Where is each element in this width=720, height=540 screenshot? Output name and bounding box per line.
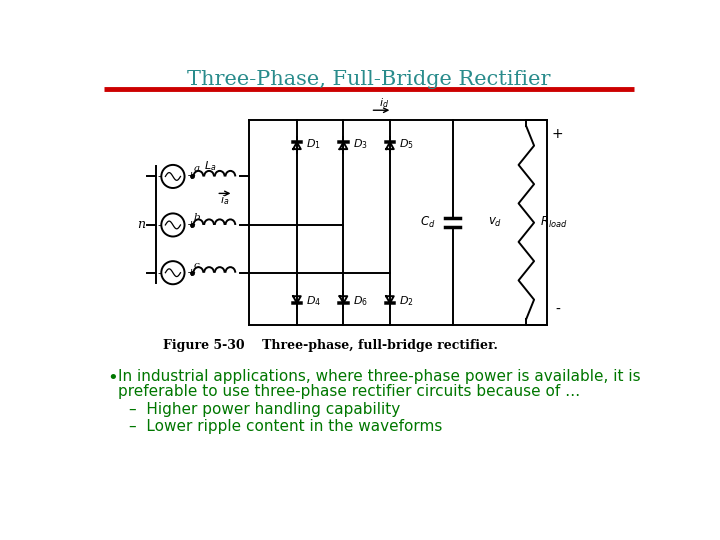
Text: $C_d$: $C_d$ <box>420 215 436 230</box>
Text: $D_1$: $D_1$ <box>306 137 321 151</box>
Text: +: + <box>187 220 197 230</box>
Text: $D_2$: $D_2$ <box>399 294 414 308</box>
Text: $D_4$: $D_4$ <box>306 294 321 308</box>
Text: +: + <box>552 127 563 141</box>
Text: -: - <box>158 172 161 181</box>
Text: •: • <box>107 369 118 387</box>
Text: In industrial applications, where three-phase power is available, it is: In industrial applications, where three-… <box>118 369 641 384</box>
Text: Figure 5-30    Three-phase, full-bridge rectifier.: Figure 5-30 Three-phase, full-bridge rec… <box>163 339 498 353</box>
Text: preferable to use three-phase rectifier circuits because of …: preferable to use three-phase rectifier … <box>118 384 580 400</box>
Text: $D_6$: $D_6$ <box>353 294 368 308</box>
Text: -: - <box>158 268 161 278</box>
Text: $i_d$: $i_d$ <box>379 97 389 110</box>
Text: n: n <box>137 219 145 232</box>
Text: Three-Phase, Full-Bridge Rectifier: Three-Phase, Full-Bridge Rectifier <box>187 70 551 89</box>
Text: b: b <box>194 213 200 222</box>
Text: $D_3$: $D_3$ <box>353 137 367 151</box>
Text: –  Lower ripple content in the waveforms: – Lower ripple content in the waveforms <box>129 419 442 434</box>
Text: $v_d$: $v_d$ <box>488 216 503 229</box>
Text: a: a <box>194 164 200 173</box>
Text: -: - <box>158 220 161 230</box>
Text: –  Higher power handling capability: – Higher power handling capability <box>129 402 400 417</box>
Text: $L_a$: $L_a$ <box>204 159 216 173</box>
Text: $i_a$: $i_a$ <box>220 193 230 207</box>
Text: +: + <box>187 172 197 181</box>
Text: $D_5$: $D_5$ <box>399 137 414 151</box>
Text: $R_{load}$: $R_{load}$ <box>540 215 568 230</box>
Text: -: - <box>555 302 559 316</box>
Text: +: + <box>187 268 197 278</box>
Text: c: c <box>194 260 199 269</box>
